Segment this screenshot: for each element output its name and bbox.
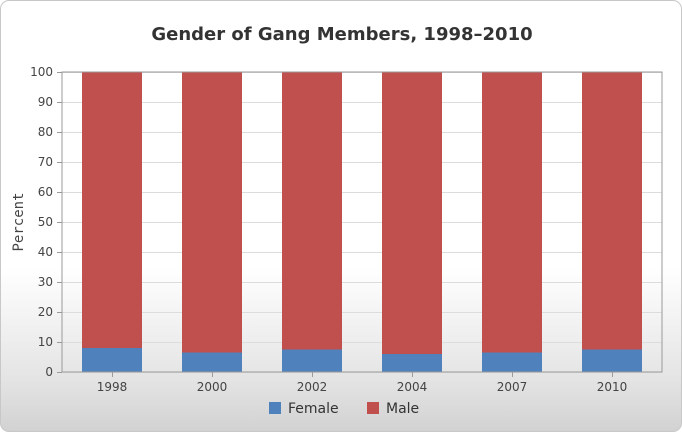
gridlines [62,72,662,373]
y-tick-label: 10 [38,335,53,349]
x-tick-label: 2007 [497,380,528,394]
y-tick-label: 100 [30,65,53,79]
legend-label-male[interactable]: Male [386,401,419,417]
bar-male-2000[interactable] [182,72,242,353]
x-tick-label: 2000 [197,380,228,394]
legend-label-female[interactable]: Female [288,401,339,417]
bar-male-2007[interactable] [482,72,542,353]
x-tick-label: 1998 [97,380,128,394]
y-tick-label: 20 [38,305,53,319]
bar-male-1998[interactable] [82,72,142,348]
y-tick-label: 50 [38,215,53,229]
y-tick-label: 80 [38,125,53,139]
x-tick-label: 2010 [597,380,628,394]
y-tick-label: 60 [38,185,53,199]
legend: Female Male [269,401,419,417]
legend-swatch-female[interactable] [269,402,281,414]
legend-swatch-male[interactable] [367,402,379,414]
x-axis-ticks: 1998 2000 2002 2004 2007 2010 [97,372,628,394]
bar-female-2010[interactable] [582,349,642,373]
chart-title: Gender of Gang Members, 1998–2010 [151,24,532,45]
bar-female-2004[interactable] [382,354,442,372]
bar-female-2002[interactable] [282,349,342,373]
bars [82,72,642,372]
y-tick-label: 0 [45,365,53,379]
bar-male-2004[interactable] [382,72,442,354]
y-axis-ticks: 0 10 20 30 40 50 60 70 80 90 100 [30,65,62,379]
y-axis-label: Percent [11,192,27,251]
y-tick-label: 70 [38,155,53,169]
x-tick-label: 2004 [397,380,428,394]
bar-female-2007[interactable] [482,352,542,373]
bar-male-2002[interactable] [282,72,342,350]
y-tick-label: 40 [38,245,53,259]
x-tick-label: 2002 [297,380,328,394]
bar-female-2000[interactable] [182,352,242,373]
bar-male-2010[interactable] [582,72,642,350]
y-tick-label: 30 [38,275,53,289]
bar-female-1998[interactable] [82,348,142,372]
y-tick-label: 90 [38,95,53,109]
